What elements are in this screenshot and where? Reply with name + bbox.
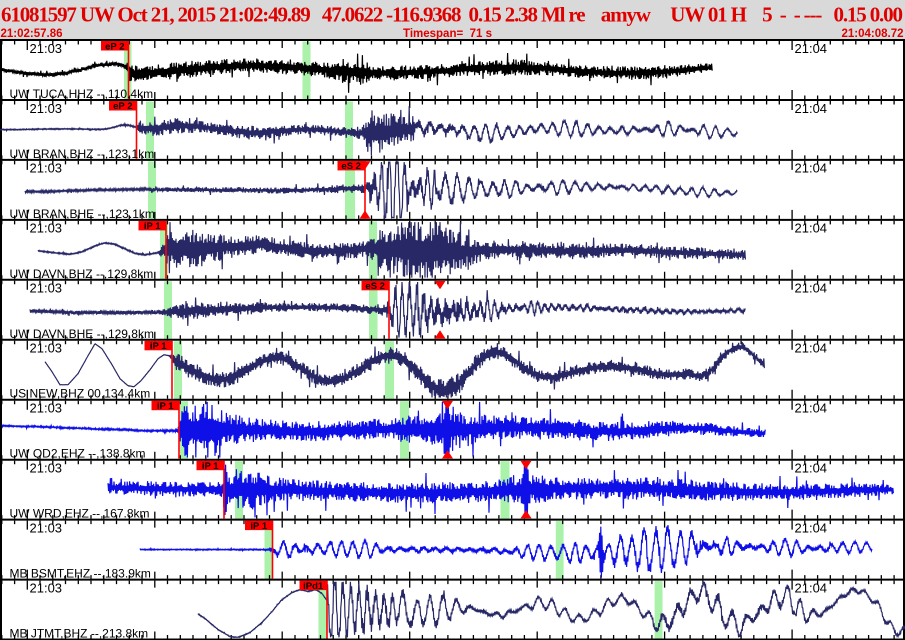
svg-text:iPd1: iPd1: [303, 581, 324, 592]
svg-text:iP 1: iP 1: [250, 521, 267, 532]
svg-text:21:03: 21:03: [30, 161, 63, 176]
svg-text:UW QD2,EHZ --,138.8km: UW QD2,EHZ --,138.8km: [10, 447, 146, 461]
svg-text:MB JTMT,BHZ --,213.8km: MB JTMT,BHZ --,213.8km: [10, 627, 149, 640]
svg-text:21:04: 21:04: [795, 461, 828, 476]
svg-text:21:04: 21:04: [795, 580, 828, 595]
svg-text:US NEW,BHZ 00,134.4km: US NEW,BHZ 00,134.4km: [10, 387, 151, 401]
svg-text:iP 1: iP 1: [157, 401, 174, 412]
svg-text:21:04: 21:04: [795, 101, 828, 116]
svg-text:21:03: 21:03: [30, 341, 63, 356]
svg-text:61081597 UW Oct 21, 2015 21:02: 61081597 UW Oct 21, 2015 21:02:49.89 47.…: [1, 3, 903, 27]
svg-text:21:03: 21:03: [30, 520, 63, 535]
svg-text:21:03: 21:03: [30, 461, 63, 476]
svg-text:21:04: 21:04: [795, 341, 828, 356]
svg-text:eS 2: eS 2: [341, 161, 361, 172]
svg-text:iP 1: iP 1: [150, 341, 167, 352]
svg-text:UW BRAN,BHE --,123.1km: UW BRAN,BHE --,123.1km: [10, 207, 155, 221]
svg-text:21:03: 21:03: [30, 101, 63, 116]
svg-text:eS 2: eS 2: [365, 281, 385, 292]
svg-text:eP 2: eP 2: [113, 101, 132, 112]
svg-text:UW DAVN,BHE --,129.8km: UW DAVN,BHE --,129.8km: [10, 327, 154, 341]
svg-text:21:02:57.86: 21:02:57.86: [1, 28, 63, 40]
svg-text:UW DAVN,BHZ --,129.8km: UW DAVN,BHZ --,129.8km: [10, 267, 154, 281]
svg-text:21:04: 21:04: [795, 401, 828, 416]
svg-text:21:04:08.72: 21:04:08.72: [841, 28, 903, 40]
svg-text:21:03: 21:03: [30, 221, 63, 236]
svg-text:21:03: 21:03: [30, 281, 63, 296]
svg-text:iP 1: iP 1: [202, 461, 219, 472]
svg-text:21:04: 21:04: [795, 221, 828, 236]
svg-text:21:04: 21:04: [795, 281, 828, 296]
svg-text:21:04: 21:04: [795, 41, 828, 56]
svg-text:UW WRD,EHZ --,167.8km: UW WRD,EHZ --,167.8km: [10, 507, 150, 521]
svg-text:UW TUCA,HHZ --,110.4km: UW TUCA,HHZ --,110.4km: [10, 87, 154, 101]
svg-text:21:04: 21:04: [795, 161, 828, 176]
svg-text:21:04: 21:04: [795, 520, 828, 535]
svg-text:Timespan= 71 s: Timespan= 71 s: [403, 28, 492, 40]
svg-text:iP 1: iP 1: [144, 221, 161, 232]
svg-text:21:03: 21:03: [30, 580, 63, 595]
svg-text:eP 2: eP 2: [105, 41, 124, 52]
svg-text:UW BRAN,BHZ --,123.1km: UW BRAN,BHZ --,123.1km: [10, 147, 155, 161]
svg-text:21:03: 21:03: [30, 41, 63, 56]
svg-text:21:03: 21:03: [30, 401, 63, 416]
svg-text:MB BSMT,EHZ --,183.9km: MB BSMT,EHZ --,183.9km: [10, 567, 151, 581]
